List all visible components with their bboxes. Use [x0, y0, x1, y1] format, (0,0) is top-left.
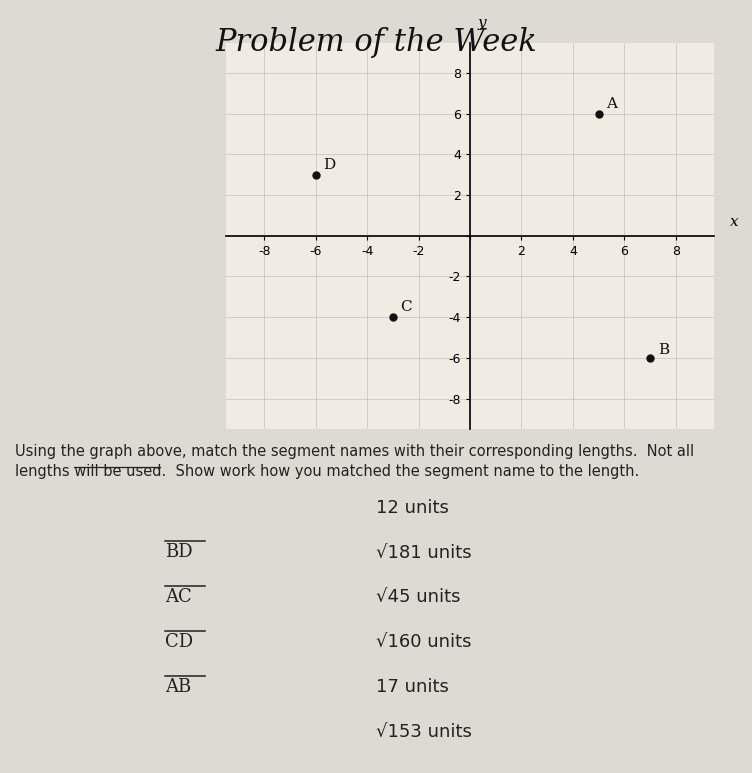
Text: √45 units: √45 units: [376, 588, 460, 606]
Text: Using the graph above, match the segment names with their corresponding lengths.: Using the graph above, match the segment…: [15, 444, 694, 459]
Text: AB: AB: [165, 678, 192, 696]
Text: lengths will be used.  Show work how you matched the segment name to the length.: lengths will be used. Show work how you …: [15, 464, 639, 478]
Text: x: x: [730, 215, 738, 229]
Text: AC: AC: [165, 588, 193, 606]
Text: Problem of the Week: Problem of the Week: [215, 27, 537, 58]
Text: CD: CD: [165, 633, 193, 651]
Text: B: B: [658, 342, 669, 357]
Text: 12 units: 12 units: [376, 499, 449, 516]
Text: 17 units: 17 units: [376, 678, 449, 696]
Text: C: C: [401, 300, 412, 314]
Text: √160 units: √160 units: [376, 633, 472, 651]
Text: √181 units: √181 units: [376, 543, 472, 561]
Text: √153 units: √153 units: [376, 723, 472, 741]
Text: A: A: [606, 97, 617, 111]
Text: D: D: [323, 158, 335, 172]
Text: BD: BD: [165, 543, 193, 561]
Text: y: y: [478, 16, 487, 30]
